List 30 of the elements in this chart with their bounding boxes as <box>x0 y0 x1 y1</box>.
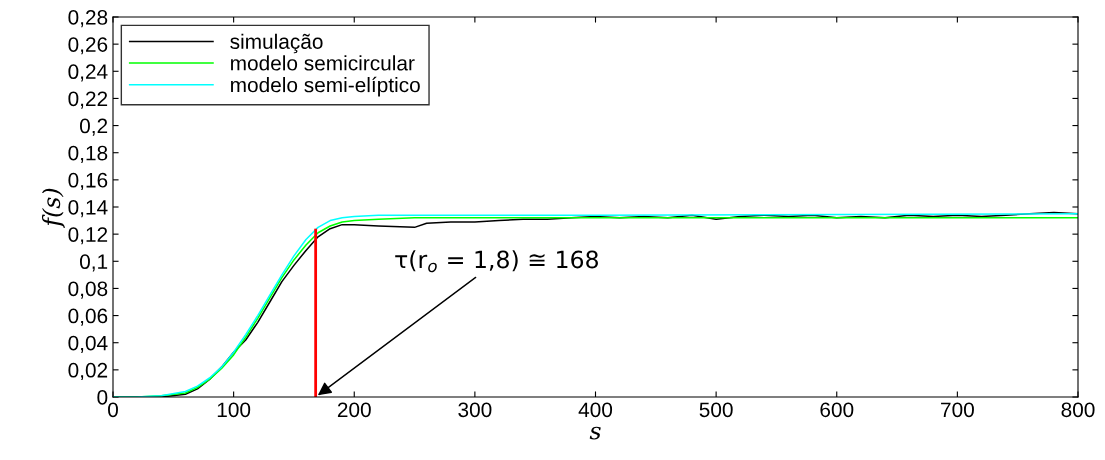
y-tick-label: 0,1 <box>79 254 108 272</box>
y-tick-label: 0,2 <box>79 118 108 136</box>
y-tick-label: 0,26 <box>68 37 108 55</box>
legend-label: modelo semicircular <box>231 55 415 71</box>
y-tick-label: 0,28 <box>68 10 108 28</box>
x-tick-label: 300 <box>458 402 492 418</box>
y-tick-label: 0,04 <box>68 335 108 353</box>
y-tick-label: 0,02 <box>68 362 108 381</box>
x-tick-label: 600 <box>820 402 854 418</box>
y-tick-label: 0,08 <box>68 281 108 299</box>
x-tick-label: 500 <box>699 402 733 418</box>
y-axis-title: f(s) <box>41 188 65 229</box>
y-tick-label: 0 <box>97 390 108 405</box>
y-tick-label: 0,16 <box>68 172 108 191</box>
y-tick-label: 0,06 <box>68 308 108 326</box>
legend-label: modelo semi-elíptico <box>231 76 420 97</box>
x-tick-label: 700 <box>941 402 974 418</box>
y-tick-label: 0,18 <box>68 145 108 163</box>
legend-label: simulação <box>230 33 323 54</box>
y-tick-label: 0,12 <box>68 227 108 245</box>
x-tick-label: 100 <box>217 402 251 418</box>
x-axis-title: s <box>589 426 601 440</box>
y-tick-label: 0,22 <box>68 91 108 109</box>
y-tick-label: 0,24 <box>68 64 108 82</box>
x-tick-label: 400 <box>578 402 613 418</box>
y-tick-label: 0,14 <box>68 200 108 218</box>
x-tick-label: 200 <box>337 402 371 418</box>
x-tick-label: 0 <box>108 402 118 418</box>
x-tick-label: 800 <box>1061 402 1095 418</box>
annotation: τ(r$_{o}$ = 1,8) ≅ 168 <box>395 250 598 273</box>
